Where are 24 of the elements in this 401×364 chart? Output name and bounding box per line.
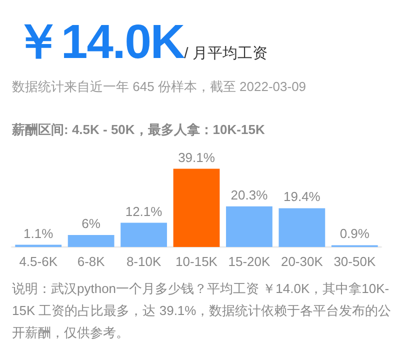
text: 薪酬区间: 4.5K - 50K，最多人拿：10K-15K — [12, 121, 265, 139]
data-label: 20.3% — [230, 187, 268, 202]
data-label: 39.1% — [178, 150, 216, 165]
chart-title: ￥14.0K — [14, 16, 184, 69]
text: 说明：武汉python一个月多少钱？平均工资 ￥14.0K，其中拿10K-15K 工资的占比最多，达 39.1%，数据统计依赖于各平台发布的公开薪酬，仅供参考。 — [12, 280, 392, 342]
data-label: 19.4% — [283, 189, 321, 204]
bar — [68, 235, 114, 247]
x-tick-label: 10-15K — [176, 254, 218, 269]
data-label: 12.1% — [125, 204, 163, 219]
data-label: 0.9% — [340, 226, 370, 242]
x-tick-label: 6-8K — [77, 254, 106, 269]
bar — [173, 168, 220, 247]
bar — [120, 222, 167, 247]
data-label: 1.1% — [24, 226, 54, 241]
data-label: 6% — [82, 216, 101, 231]
x-tick-label: 15-20K — [228, 254, 270, 269]
x-tick-label: 20-30K — [280, 254, 324, 269]
bar — [278, 208, 326, 247]
bar — [226, 206, 272, 247]
text: 数据统计来自近一年 645 份样本，截至 2022-03-09 — [12, 78, 306, 96]
x-tick-label: 30-50K — [334, 254, 376, 269]
chart-subtitle: / 月平均工资 — [184, 45, 268, 62]
x-tick-label: 4.5-6K — [19, 254, 58, 269]
x-tick-label: 8-10K — [126, 254, 162, 269]
